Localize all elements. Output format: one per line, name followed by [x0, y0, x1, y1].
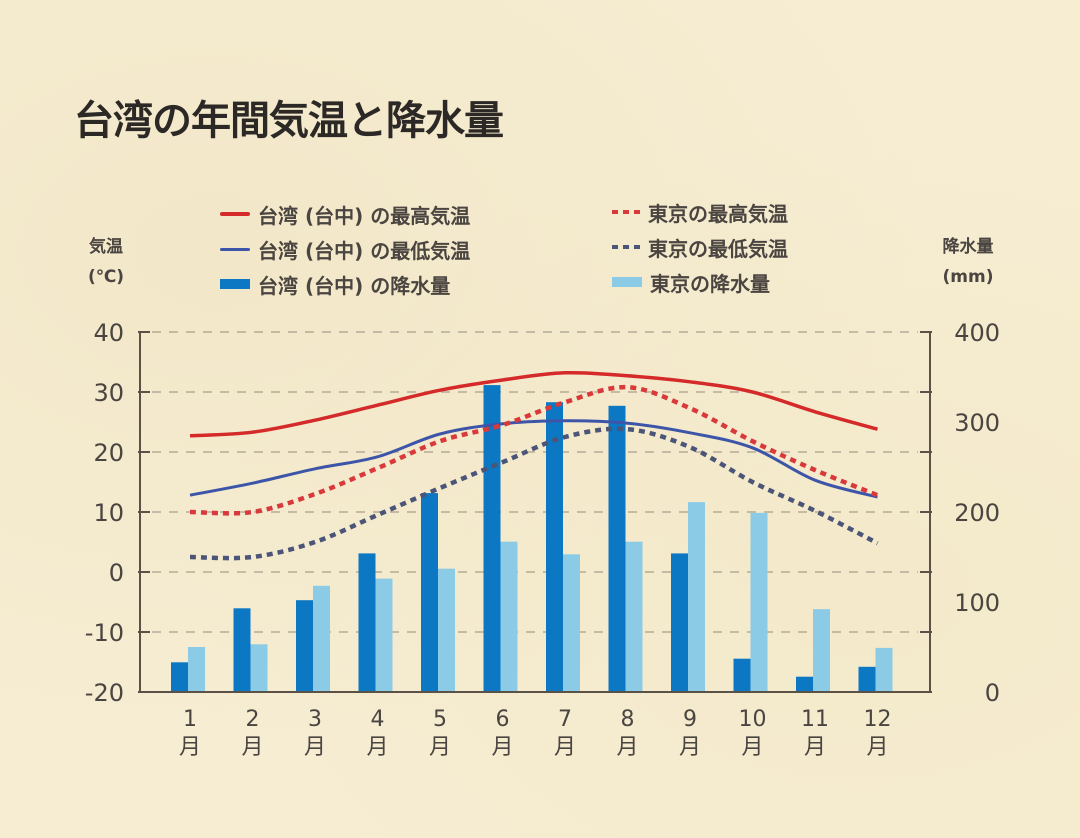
- x-tick-label-number: 10: [739, 707, 767, 732]
- x-tick-label-unit: 月: [616, 735, 638, 760]
- right-tick-label: 300: [954, 409, 1000, 437]
- bar-taiwan_rain: [796, 676, 813, 692]
- left-tick-label: -20: [85, 679, 124, 707]
- x-tick-label-number: 1: [183, 707, 197, 732]
- bar-taiwan_rain: [358, 553, 376, 692]
- x-tick-label-unit: 月: [491, 735, 513, 760]
- bar-tokyo_rain: [875, 647, 893, 692]
- bar-taiwan_rain: [171, 662, 188, 692]
- x-tick-label-number: 5: [433, 707, 447, 732]
- right-tick-label: 0: [985, 679, 1000, 707]
- lines: [189, 370, 879, 561]
- legend-item-taiwan-rain: 台湾 (台中) の降水量: [220, 272, 451, 298]
- right-tick-label: 400: [954, 319, 1000, 347]
- x-tick-label-unit: 月: [304, 735, 326, 760]
- bar-taiwan_rain: [296, 600, 313, 692]
- chart-title: 台湾の年間気温と降水量: [74, 98, 504, 144]
- legend-label: 台湾 (台中) の最低気温: [258, 238, 471, 263]
- bars: [171, 385, 893, 692]
- x-tick-label-unit: 月: [366, 735, 388, 760]
- x-tick-label-number: 12: [864, 707, 892, 732]
- x-tick-label-unit: 月: [429, 735, 451, 760]
- tick-labels: 403020100-10-2040030020010001月2月3月4月5月6月…: [85, 319, 1000, 760]
- bar-tokyo_rain: [250, 644, 268, 692]
- left-tick-label: 10: [93, 499, 124, 527]
- bar-taiwan_rain: [483, 385, 501, 692]
- left-tick-label: 30: [93, 379, 124, 407]
- bar-tokyo_rain: [375, 578, 393, 692]
- line-tokyo_min: [189, 426, 879, 561]
- x-tick-label-unit: 月: [866, 735, 888, 760]
- legend-swatch-tokyo-rain: [612, 277, 642, 287]
- right-tick-label: 200: [954, 499, 1000, 527]
- x-tick-label-number: 2: [246, 707, 260, 732]
- left-tick-label: 20: [93, 439, 124, 467]
- legend-label: 台湾 (台中) の最高気温: [258, 203, 471, 228]
- legend-swatch-tokyo-min: [612, 245, 640, 249]
- bar-taiwan_rain: [608, 405, 626, 692]
- bar-taiwan_rain: [858, 666, 876, 692]
- legend-item-taiwan-min: 台湾 (台中) の最低気温: [220, 237, 471, 263]
- bar-taiwan_rain: [233, 608, 251, 692]
- bar-tokyo_rain: [188, 647, 205, 692]
- legend-label: 東京の最低気温: [648, 236, 788, 261]
- x-tick-label-number: 4: [371, 707, 385, 732]
- legend-swatch-taiwan-max: [220, 212, 250, 216]
- x-tick-label-number: 8: [621, 707, 635, 732]
- bar-tokyo_rain: [750, 512, 768, 692]
- bar-tokyo_rain: [813, 609, 830, 692]
- bar-taiwan_rain: [546, 402, 563, 692]
- right-tick-label: 100: [954, 589, 1000, 617]
- bar-tokyo_rain: [563, 554, 580, 692]
- y-left-label-line1: 気温: [89, 237, 123, 257]
- x-tick-label-number: 6: [496, 707, 510, 732]
- legend-item-tokyo-rain: 東京の降水量: [612, 270, 770, 296]
- axes: [138, 331, 932, 693]
- legend-right: 東京の最高気温 東京の最低気温 東京の降水量: [612, 200, 872, 300]
- bar-tokyo_rain: [500, 541, 518, 692]
- legend-swatch-tokyo-max: [612, 210, 640, 214]
- bar-taiwan_rain: [733, 658, 751, 692]
- legend-swatch-taiwan-rain: [220, 279, 250, 289]
- bar-taiwan_rain: [671, 553, 688, 692]
- line-taiwan_min: [189, 419, 878, 499]
- y-right-label-line1: 降水量: [942, 237, 994, 257]
- left-tick-label: 40: [93, 319, 124, 347]
- bar-taiwan_rain: [421, 493, 438, 692]
- line-taiwan_max: [189, 370, 878, 438]
- x-tick-label-unit: 月: [554, 735, 576, 760]
- left-tick-label: -10: [85, 619, 124, 647]
- legend-item-tokyo-max: 東京の最高気温: [612, 200, 788, 226]
- y-left-axis-title: 気温 (℃): [76, 232, 136, 292]
- legend-label: 台湾 (台中) の降水量: [258, 273, 451, 298]
- legend-item-tokyo-min: 東京の最低気温: [612, 235, 788, 261]
- x-tick-label-unit: 月: [679, 735, 701, 760]
- x-tick-label-unit: 月: [179, 735, 201, 760]
- bar-tokyo_rain: [313, 585, 330, 692]
- y-right-axis-title: 降水量 (mm): [928, 232, 1008, 292]
- bar-tokyo_rain: [625, 541, 643, 692]
- bar-tokyo_rain: [688, 502, 705, 692]
- x-tick-label-unit: 月: [741, 735, 763, 760]
- left-tick-label: 0: [109, 559, 124, 587]
- x-tick-label-number: 9: [683, 707, 697, 732]
- legend-left: 台湾 (台中) の最高気温 台湾 (台中) の最低気温 台湾 (台中) の降水量: [220, 202, 560, 302]
- x-tick-label-number: 7: [558, 707, 572, 732]
- x-tick-label-unit: 月: [804, 735, 826, 760]
- line-tokyo_max: [189, 384, 879, 516]
- y-left-label-line2: (℃): [87, 267, 125, 287]
- y-right-label-line2: (mm): [942, 267, 994, 287]
- x-tick-label-number: 11: [801, 707, 829, 732]
- legend-item-taiwan-max: 台湾 (台中) の最高気温: [220, 202, 471, 228]
- bar-tokyo_rain: [438, 568, 455, 692]
- legend-label: 東京の降水量: [650, 271, 770, 296]
- gridlines: [152, 331, 918, 633]
- legend-label: 東京の最高気温: [648, 201, 788, 226]
- legend-swatch-taiwan-min: [220, 247, 250, 251]
- x-tick-label-number: 3: [308, 707, 322, 732]
- x-tick-label-unit: 月: [241, 735, 263, 760]
